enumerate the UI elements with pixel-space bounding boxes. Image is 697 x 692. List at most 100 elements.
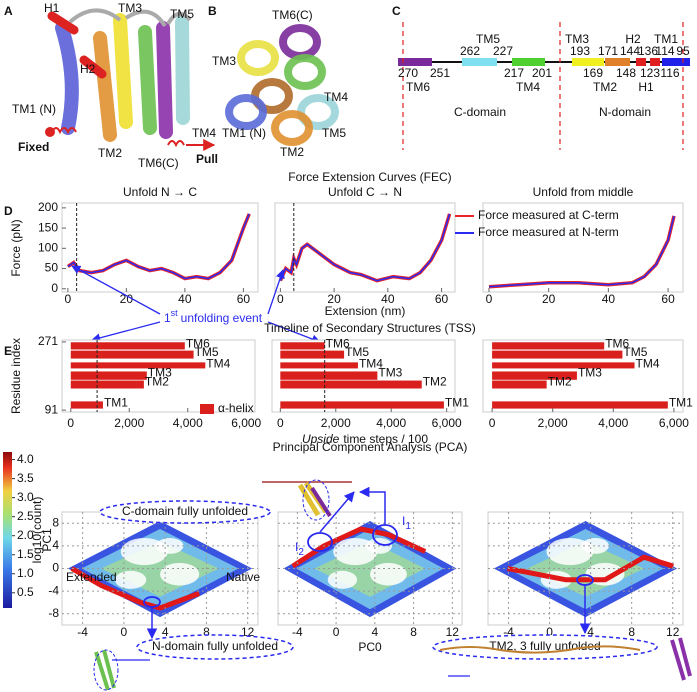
helix-bar: [70, 362, 206, 369]
x-tick-label: 0: [489, 416, 496, 430]
x-tick-label: 20: [327, 292, 341, 306]
topology-label: H2: [625, 32, 641, 46]
domain-label: C-domain: [454, 105, 506, 119]
structure-label: TM1 (N): [222, 126, 266, 140]
helix-bar: [70, 350, 194, 359]
x-tick-label: 60: [237, 292, 251, 306]
x-tick-label: 4,000: [173, 416, 203, 430]
topology-label: TM6: [406, 80, 430, 94]
panel-label: C: [392, 4, 401, 18]
colorbar-tick-label: 1.5: [17, 547, 34, 561]
trajectory: [291, 526, 427, 569]
helix: [55, 21, 79, 135]
x-tick-label: 6,000: [432, 416, 462, 430]
y-tick-label: 271: [38, 334, 58, 348]
annotation: 1st unfolding event: [164, 308, 263, 325]
x-tick-label: 0: [486, 292, 493, 306]
topology-segment: [650, 58, 660, 66]
topology-segment: [662, 58, 690, 66]
helix: [156, 21, 173, 139]
helix-label: TM6: [186, 336, 210, 350]
axis-title: Force (pN): [9, 219, 23, 276]
section-title: Timeline of Secondary Structures (TSS): [264, 321, 476, 335]
residue-number: 169: [583, 66, 603, 80]
helix: [175, 15, 190, 125]
intermediate-letter: I: [295, 540, 298, 554]
topology-label: TM1: [654, 32, 678, 46]
x-tick-label: 40: [602, 292, 616, 306]
helix-label: TM1: [104, 396, 128, 410]
empty-region: [114, 570, 147, 589]
helix-label: TM6: [326, 336, 350, 350]
colorbar: [3, 452, 12, 608]
force-curve-n-term: [488, 215, 675, 288]
panel-label: D: [4, 204, 13, 218]
y-tick-label: 4: [52, 538, 59, 552]
helix-bar: [280, 401, 444, 409]
annotation-arrow: [319, 491, 355, 533]
residue-number: 270: [398, 66, 418, 80]
helix-label: TM3: [378, 366, 402, 380]
spring: [51, 127, 77, 135]
inset-helix: [670, 637, 692, 681]
colorbar-label: log10(count): [30, 497, 44, 564]
short-helix: [47, 11, 79, 35]
residue-number: 201: [532, 66, 552, 80]
x-tick-label: 4,000: [376, 416, 406, 430]
topology-segment: [605, 58, 630, 66]
empty-region: [327, 570, 358, 589]
helix-bar: [492, 362, 635, 369]
helix: [93, 31, 117, 142]
panel-subtitle: Unfold from middle: [533, 185, 634, 199]
x-tick-label: 20: [120, 292, 134, 306]
y-tick-label: 91: [45, 402, 59, 416]
axis-title: PC1: [40, 528, 54, 552]
structure-label: TM5: [170, 7, 194, 21]
helix-label: TM4: [359, 357, 383, 371]
x-tick-label: -4: [77, 625, 88, 639]
x-tick-label: 0: [277, 416, 284, 430]
x-tick-label: -4: [503, 625, 514, 639]
structure-label: TM6(C): [138, 156, 179, 170]
residue-number: 136: [638, 44, 658, 58]
annotation-ellipse: [432, 634, 658, 660]
topology-segment: [572, 58, 604, 66]
residue-number: 148: [616, 66, 636, 80]
x-tick-label: 8: [203, 625, 210, 639]
helix-bar: [492, 342, 605, 350]
helix-bar: [280, 362, 358, 369]
helix-bar: [70, 342, 185, 350]
annotation-label: N-domain fully unfolded: [152, 639, 278, 653]
annotation-label: Native: [226, 570, 260, 584]
helix-label: TM2: [548, 375, 572, 389]
topology-segment: [636, 58, 646, 66]
short-helix: [79, 55, 107, 79]
panel-label: A: [4, 4, 13, 18]
plot-frame: [61, 202, 259, 293]
x-tick-label: 6,000: [659, 416, 689, 430]
axis-title: PC0: [358, 640, 382, 654]
topology-segment: [512, 58, 545, 66]
panel-label: B: [208, 4, 217, 18]
x-tick-label: 0: [333, 625, 340, 639]
helix-bar: [492, 380, 547, 389]
residue-number: 116: [660, 66, 679, 80]
topology-segment: [398, 58, 432, 66]
domain-label: N-domain: [599, 105, 651, 119]
x-tick-label: 40: [381, 292, 395, 306]
residue-number: 217: [504, 66, 524, 80]
y-tick-label: -4: [48, 583, 59, 597]
loop: [68, 8, 192, 28]
topology-label: TM3: [565, 32, 589, 46]
panel-subtitle: Unfold N → C: [123, 185, 197, 199]
annotation-text: unfolding event: [181, 311, 263, 325]
structure-label: TM5: [322, 126, 346, 140]
helix-end: [225, 94, 267, 130]
annotation-ellipse: [136, 634, 294, 660]
x-tick-label: 2,000: [538, 416, 568, 430]
inset-ring: [302, 479, 330, 521]
helix-bar: [70, 401, 103, 409]
x-tick-label: 60: [661, 292, 675, 306]
section-title: Force Extension Curves (FEC): [288, 170, 451, 184]
